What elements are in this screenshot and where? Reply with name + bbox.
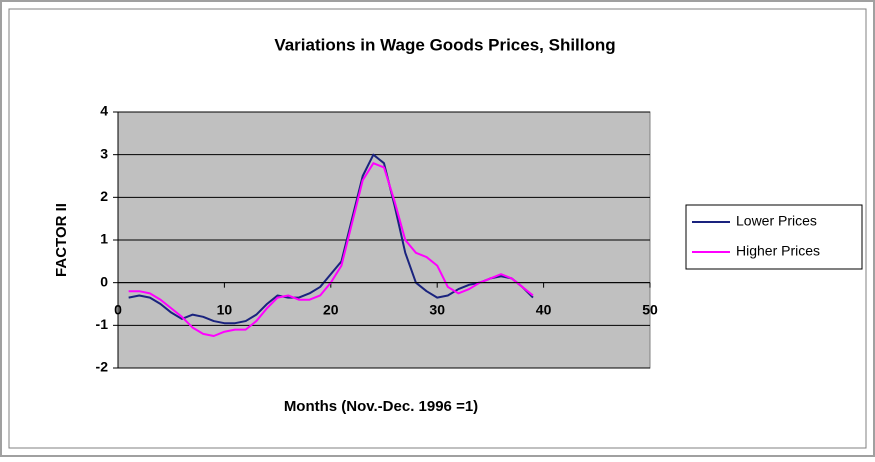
legend [685,204,863,270]
y-tick-label: 1 [100,231,108,247]
line-series [128,153,534,325]
y-tick-label: 3 [100,145,108,161]
x-tick-label: 50 [642,301,658,317]
x-axis-label: Months (Nov.-Dec. 1996 =1) [284,398,478,415]
x-tick-label: 10 [217,301,233,317]
legend-label: Lower Prices [736,213,817,229]
y-tick-label: 4 [100,103,108,119]
legend-label: Higher Prices [736,243,820,259]
x-tick-label: 30 [429,301,445,317]
y-tick-label: 0 [100,273,108,289]
y-axis-label: FACTOR II [53,203,70,277]
y-tick-label: 2 [100,188,108,204]
y-tick-label: -1 [96,316,109,332]
x-tick-label: 40 [536,301,552,317]
x-tick-label: 20 [323,301,339,317]
y-tick-label: -2 [96,359,109,375]
x-tick-label: 0 [114,301,122,317]
chart-title: Variations in Wage Goods Prices, Shillon… [274,35,615,54]
